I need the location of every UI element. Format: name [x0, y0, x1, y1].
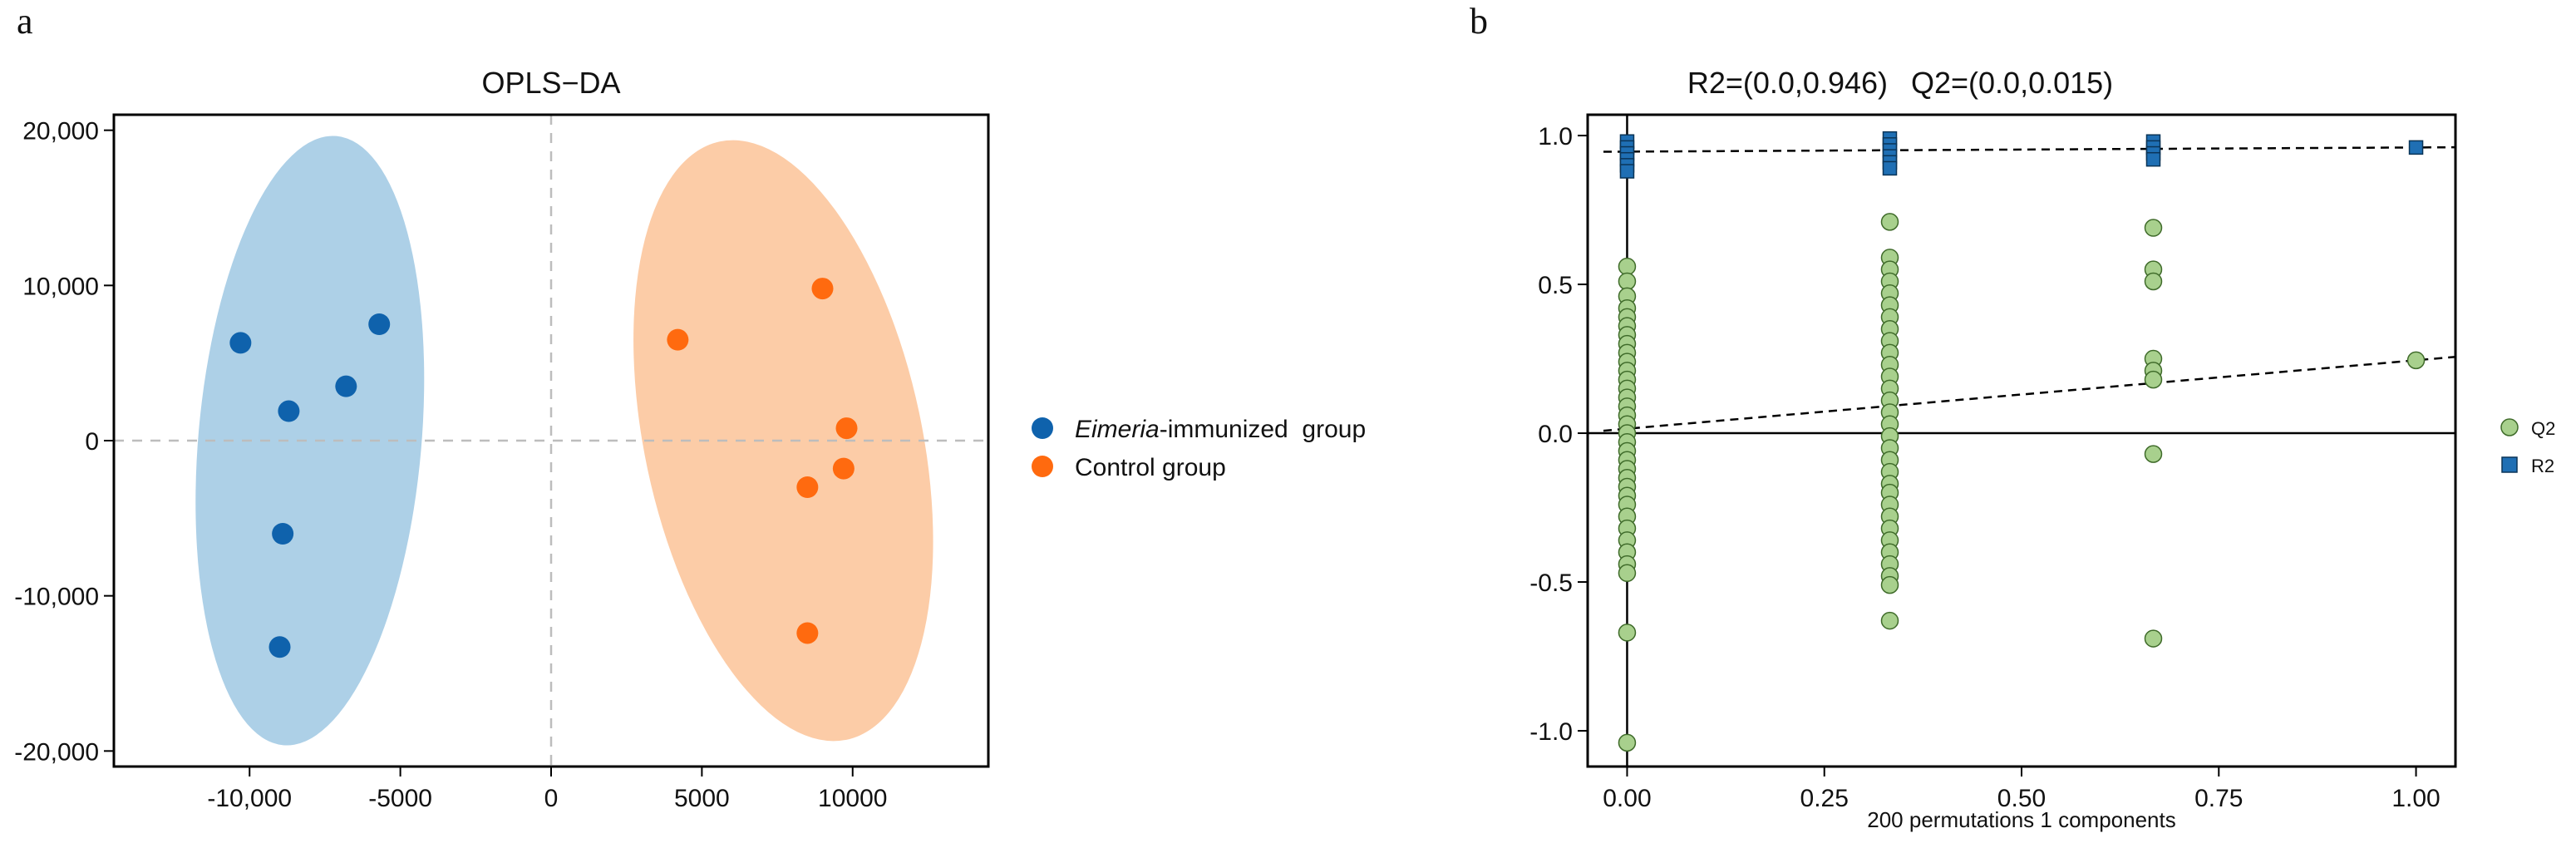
legend-label-q2: Q2	[2531, 418, 2555, 439]
panel-letter-a: a	[17, 1, 33, 42]
plot-frame	[1586, 113, 2457, 768]
legend-label-r2: R2	[2531, 456, 2554, 476]
q2-point	[1618, 733, 1637, 752]
x-tick-label: 10000	[818, 785, 887, 812]
r2-point	[2145, 151, 2161, 167]
x-tick-label: 5000	[674, 785, 730, 812]
q2-point	[1618, 272, 1637, 291]
x-tick-label: -5000	[368, 785, 432, 812]
q2-point	[1618, 624, 1637, 642]
y-tick-label: -20,000	[14, 738, 99, 766]
y-tick-label: 20,000	[22, 118, 99, 145]
q2-points	[1618, 213, 2426, 752]
x-tick-label: 0.25	[1800, 785, 1849, 812]
legend-marker-immunized	[1032, 417, 1053, 439]
chart-title-q2: Q2=(0.0,0.015)	[1911, 66, 2113, 100]
data-point-immunized	[278, 400, 300, 422]
chart-title: OPLS−DA	[481, 66, 620, 100]
q2-point	[1880, 213, 1899, 231]
q2-point	[1880, 575, 1899, 594]
x-tick-label: 0.75	[2194, 785, 2243, 812]
q2-point	[2144, 272, 2163, 291]
data-points	[229, 278, 858, 658]
reference-lines	[1588, 115, 2455, 767]
x-axis-ticks: 0.00 0.25 0.50 0.75 1.00	[1603, 767, 2441, 812]
data-point-control	[796, 476, 819, 498]
q2-point	[1618, 564, 1637, 583]
data-point-control	[835, 417, 858, 440]
y-axis-ticks: 1.0 0.5 0.0 -0.5 -1.0	[1529, 123, 1588, 746]
regression-line-r2	[1603, 145, 2456, 153]
y-tick-label: -10,000	[14, 584, 99, 611]
data-point-immunized	[268, 636, 291, 658]
data-point-control	[796, 622, 819, 644]
regression-line-q2	[1603, 355, 2456, 432]
data-point-immunized	[368, 313, 391, 335]
permutation-test-chart: R2=(0.0,0.946) Q2=(0.0,0.015) 0.00 0.25 0.…	[1529, 66, 2555, 832]
x-tick-label: 0	[544, 785, 559, 812]
q2-point	[2406, 351, 2426, 370]
data-point-immunized	[335, 375, 357, 397]
y-tick-label: 0.0	[1538, 421, 1573, 448]
data-point-immunized	[229, 332, 252, 354]
legend: Eimeria-immunized group Control group	[1032, 416, 1366, 481]
regression-lines	[1603, 145, 2456, 432]
data-point-control	[832, 457, 855, 480]
r2-point	[1882, 160, 1898, 176]
confidence-ellipse-immunized	[195, 136, 425, 746]
group-ellipses	[195, 136, 933, 746]
y-tick-label: -0.5	[1529, 569, 1573, 597]
legend-marker-q2	[2500, 418, 2519, 436]
chart-title-r2: R2=(0.0,0.946)	[1687, 66, 1888, 100]
y-tick-label: 0	[85, 428, 99, 456]
y-tick-label: 0.5	[1538, 272, 1573, 299]
q2-point	[2144, 219, 2163, 237]
legend: Q2 R2	[2500, 418, 2555, 476]
legend-marker-control	[1032, 456, 1053, 477]
x-axis-label: 200 permutations 1 components	[1867, 807, 2175, 832]
panel-letter-b: b	[1470, 1, 1488, 42]
opls-da-chart: OPLS−DA -10,000 -5000 0 5000 10000 20,000 10,…	[14, 66, 1366, 812]
legend-marker-r2	[2501, 456, 2518, 473]
r2-points	[1619, 131, 2424, 179]
x-tick-label: -10,000	[207, 785, 292, 812]
q2-point	[2144, 445, 2163, 463]
y-axis-ticks: 20,000 10,000 0 -10,000 -20,000	[14, 118, 114, 766]
y-tick-label: 10,000	[22, 273, 99, 300]
y-tick-label: -1.0	[1529, 718, 1573, 746]
data-point-control	[667, 328, 689, 351]
q2-point	[2144, 629, 2163, 648]
q2-point	[2144, 370, 2163, 389]
q2-point	[1618, 257, 1637, 276]
data-point-control	[811, 278, 834, 300]
y-tick-label: 1.0	[1538, 123, 1573, 150]
data-point-immunized	[272, 523, 294, 545]
x-tick-label: 0.00	[1603, 785, 1651, 812]
x-tick-label: 1.00	[2391, 785, 2440, 812]
r2-point	[1619, 164, 1635, 179]
q2-point	[1880, 611, 1899, 630]
r2-point	[2408, 140, 2424, 155]
legend-label-immunized: Eimeria-immunized group	[1075, 416, 1366, 443]
x-axis-ticks: -10,000 -5000 0 5000 10000	[207, 767, 887, 812]
legend-label-control: Control group	[1075, 454, 1226, 481]
confidence-ellipse-control	[633, 140, 933, 742]
x-tick-label: 0.50	[1997, 785, 2046, 812]
